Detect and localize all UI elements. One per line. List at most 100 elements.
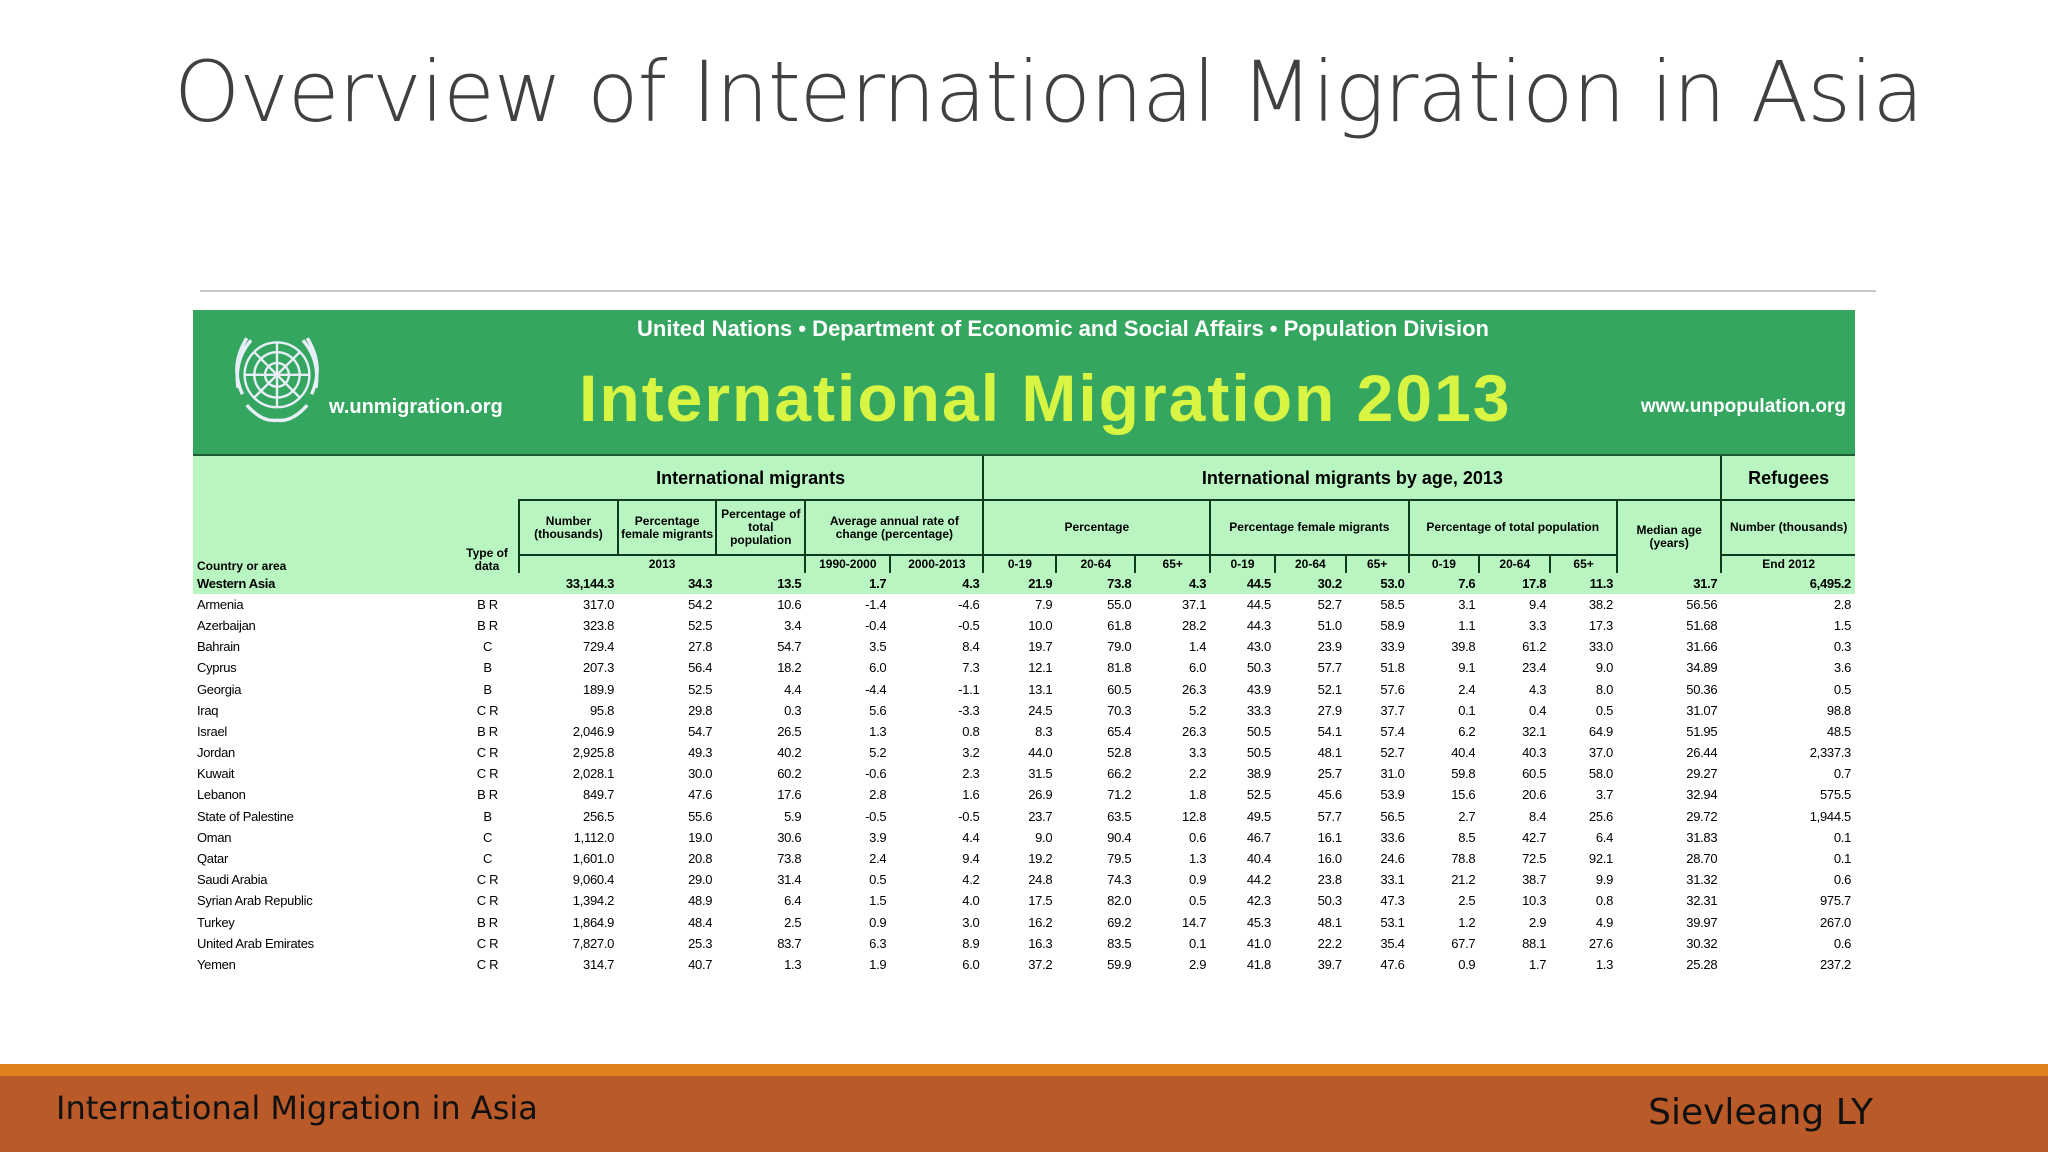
data-type-cell: C R: [476, 702, 499, 718]
data-type-cell: C R: [476, 872, 499, 888]
value-cell: 30.0: [688, 766, 713, 782]
value-cell: 88.1: [1522, 935, 1547, 951]
value-cell: 48.4: [688, 914, 713, 930]
value-cell: 13.5: [716, 573, 806, 595]
value-cell: 51.8: [1380, 660, 1405, 676]
value-cell: 31.0: [1380, 766, 1405, 782]
value-cell: 729.4: [583, 639, 615, 655]
value-cell: 49.5: [1246, 808, 1271, 824]
value-cell: 48.1: [1317, 914, 1342, 930]
value-cell: 58.5: [1380, 596, 1405, 612]
value-cell: 23.9: [1317, 639, 1342, 655]
table-row: Armenia B R 317.0 54.2 10.6 -1.4 -4.6 7.9 55.0 37…: [193, 594, 1855, 615]
data-type-cell: B R: [477, 723, 498, 739]
value-cell: 8.3: [1035, 723, 1053, 739]
value-cell: 71.2: [1107, 787, 1132, 803]
value-cell: 79.0: [1107, 639, 1132, 655]
age-band-label: 0-19: [1407, 554, 1480, 573]
year-label-end-2012: End 2012: [1720, 554, 1855, 573]
value-cell: -0.5: [865, 808, 887, 824]
value-cell: 50.3: [1317, 893, 1342, 909]
value-cell: 27.9: [1317, 702, 1342, 718]
value-cell: 20.8: [688, 851, 713, 867]
value-cell: 90.4: [1107, 829, 1132, 845]
value-cell: 57.6: [1380, 681, 1405, 697]
value-cell: 0.3: [1833, 639, 1851, 655]
value-cell: 49.3: [688, 745, 713, 761]
value-cell: 50.5: [1246, 723, 1271, 739]
value-cell: 9.0: [1035, 829, 1053, 845]
footer-accent-stripe: [0, 1064, 2048, 1076]
value-cell: 2.4: [1458, 681, 1476, 697]
value-cell: 11.3: [1550, 573, 1617, 595]
country-name-cell: Iraq: [197, 702, 219, 718]
table-row: Lebanon B R 849.7 47.6 17.6 2.8 1.6 26.9 71.2 1.8…: [193, 785, 1855, 806]
country-name-cell: Lebanon: [197, 787, 246, 803]
value-cell: 3.3: [1188, 745, 1207, 761]
value-cell: 189.9: [583, 681, 615, 697]
value-cell: 2.7: [1458, 808, 1476, 824]
footer-presentation-title: International Migration in Asia: [56, 1089, 538, 1127]
country-name-cell: Armenia: [197, 596, 244, 612]
value-cell: 3.9: [869, 829, 887, 845]
value-cell: 4.4: [784, 681, 802, 697]
value-cell: 2.5: [1458, 893, 1476, 909]
value-cell: 74.3: [1107, 872, 1132, 888]
age-band-label: 20-64: [1055, 554, 1136, 573]
value-cell: 21.2: [1451, 872, 1476, 888]
banner-title: International Migration 2013: [579, 361, 1512, 435]
table-row: Qatar C 1,601.0 20.8 73.8 2.4 9.4 19.2 79.5 1.3 40…: [193, 848, 1855, 869]
age-band-label: 0-19: [982, 554, 1057, 573]
value-cell: 56.5: [1380, 808, 1405, 824]
value-cell: 5.2: [869, 745, 887, 761]
value-cell: 39.97: [1686, 914, 1718, 930]
value-cell: 31.7: [1617, 573, 1722, 595]
value-cell: 2.9: [1188, 956, 1207, 972]
data-type-cell: B R: [477, 617, 498, 633]
country-name-cell: Syrian Arab Republic: [197, 893, 313, 909]
value-cell: 0.1: [1833, 829, 1851, 845]
value-cell: 0.6: [1188, 829, 1207, 845]
value-cell: 43.9: [1246, 681, 1271, 697]
value-cell: 21.9: [983, 573, 1057, 595]
country-name-cell: Qatar: [197, 851, 229, 867]
value-cell: 6.2: [1458, 723, 1476, 739]
value-cell: 44.2: [1246, 872, 1271, 888]
table-row: United Arab Emirates C R 7,827.0 25.3 83.7 6.…: [193, 933, 1855, 954]
value-cell: 34.3: [618, 573, 717, 595]
value-cell: 0.8: [962, 723, 980, 739]
age-band-label: 65+: [1549, 554, 1617, 573]
value-cell: 6.3: [869, 935, 887, 951]
col-header-country: Country or area: [193, 456, 457, 573]
value-cell: 2.2: [1188, 766, 1207, 782]
value-cell: 3.3: [1529, 617, 1547, 633]
value-cell: 48.9: [688, 893, 713, 909]
value-cell: 17.5: [1028, 893, 1053, 909]
col-header-pct-total: Percentage of total population: [715, 499, 806, 555]
data-type-cell: B: [483, 660, 492, 676]
value-cell: 55.0: [1107, 596, 1132, 612]
value-cell: 61.8: [1107, 617, 1132, 633]
col-header-percentage: Percentage: [982, 499, 1211, 555]
value-cell: 33.1: [1380, 872, 1405, 888]
value-cell: 2,925.8: [572, 745, 615, 761]
value-cell: 25.28: [1686, 956, 1718, 972]
value-cell: 33.3: [1246, 702, 1271, 718]
value-cell: 1.3: [784, 956, 802, 972]
table-row: Jordan C R 2,925.8 49.3 40.2 5.2 3.2 44.0 52.8 3.…: [193, 743, 1855, 764]
value-cell: 20.6: [1522, 787, 1547, 803]
value-cell: 7.6: [1408, 573, 1480, 595]
value-cell: 42.3: [1246, 893, 1271, 909]
value-cell: 0.6: [1833, 872, 1851, 888]
data-type-cell: B: [483, 808, 492, 824]
value-cell: 1.6: [962, 787, 980, 803]
table-row: Saudi Arabia C R 9,060.4 29.0 31.4 0.5 4.2 24.8…: [193, 870, 1855, 891]
data-type-cell: C: [482, 829, 493, 845]
value-cell: 6.4: [784, 893, 802, 909]
value-cell: 0.5: [1833, 681, 1851, 697]
value-cell: 207.3: [583, 660, 615, 676]
country-name-cell: Georgia: [197, 681, 242, 697]
value-cell: 31.5: [1028, 766, 1053, 782]
value-cell: 57.7: [1317, 808, 1342, 824]
table-row: Bahrain C 729.4 27.8 54.7 3.5 8.4 19.7 79.0 1.4 43…: [193, 637, 1855, 658]
